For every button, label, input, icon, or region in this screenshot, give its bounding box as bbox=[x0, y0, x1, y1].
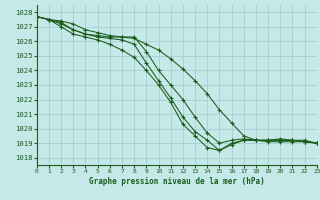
X-axis label: Graphe pression niveau de la mer (hPa): Graphe pression niveau de la mer (hPa) bbox=[89, 177, 265, 186]
